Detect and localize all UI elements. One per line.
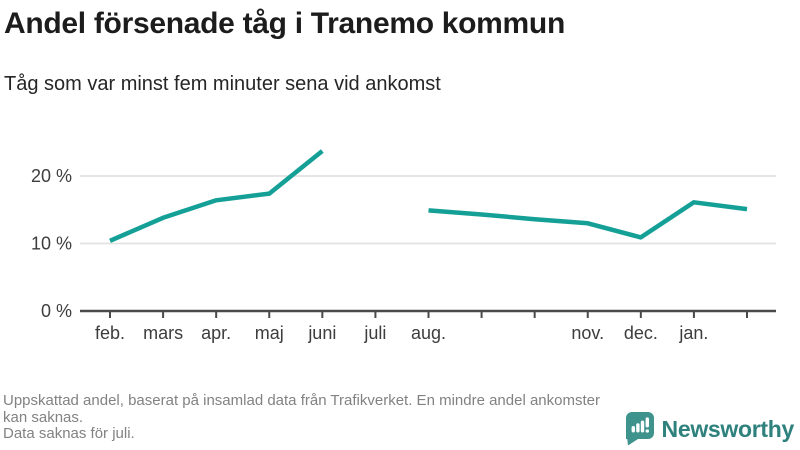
x-tick-label: feb. <box>95 323 125 343</box>
x-tick-label: nov. <box>571 323 604 343</box>
chart-title: Andel försenade tåg i Tranemo kommun <box>4 7 565 40</box>
x-tick-label: mars <box>143 323 183 343</box>
chart-subtitle: Tåg som var minst fem minuter sena vid a… <box>4 73 441 95</box>
brand-name: Newsworthy <box>661 415 795 442</box>
x-tick-label: juni <box>307 323 336 343</box>
y-tick-label: 0 % <box>41 301 72 321</box>
source-note-line: Data saknas för juli. <box>3 425 135 442</box>
series-line-delayed-trains <box>109 149 748 243</box>
source-notes: Uppskattad andel, baserat på insamlad da… <box>3 392 603 443</box>
x-tick-label: apr. <box>201 323 231 343</box>
x-tick-label: dec. <box>624 323 658 343</box>
newsworthy-logo: Newsworthy <box>625 410 795 448</box>
line-chart-plot: 0 % 10 % 20 % feb. mars apr. maj juni juli aug. no… <box>31 149 776 343</box>
source-note-line: Uppskattad andel, baserat på insamlad da… <box>3 392 600 426</box>
x-tick-label: juli <box>363 323 386 343</box>
x-tick-label: aug. <box>411 323 446 343</box>
newsworthy-speech-bubble-chart-icon <box>625 412 654 446</box>
y-tick-label: 20 % <box>31 166 72 186</box>
x-tick-label: maj <box>255 323 284 343</box>
x-tick-label: jan. <box>678 323 708 343</box>
y-tick-label: 10 % <box>31 234 72 254</box>
